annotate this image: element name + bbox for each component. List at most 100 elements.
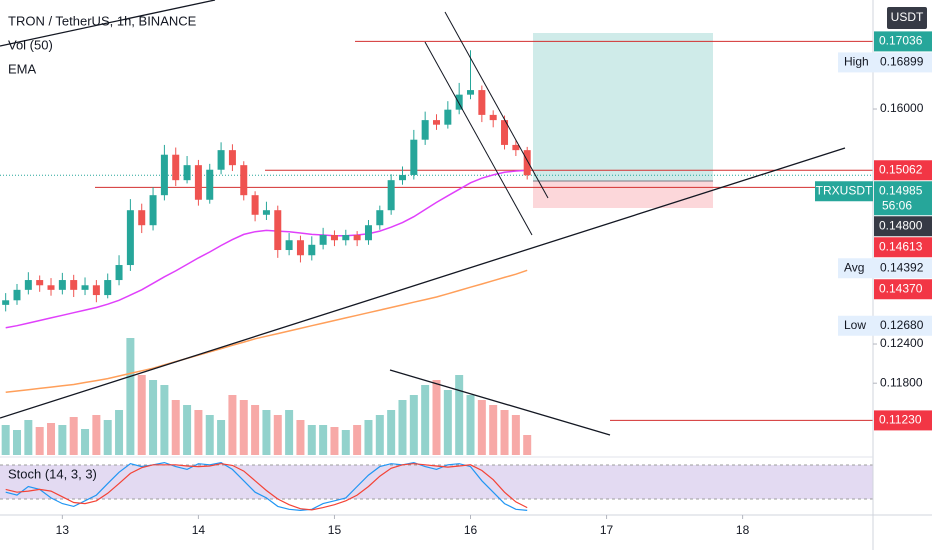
y-tick-label: 0.11800 xyxy=(880,375,923,389)
volume-bar xyxy=(239,400,248,455)
volume-bar xyxy=(92,415,101,455)
price-badge xyxy=(874,237,932,258)
candle-body xyxy=(433,120,440,125)
volume-bar xyxy=(47,423,56,455)
candle-body xyxy=(398,174,406,181)
volume-bar xyxy=(183,405,192,455)
volume-bar xyxy=(341,430,350,455)
candle-body xyxy=(342,235,350,241)
volume-bar xyxy=(115,410,124,455)
candle-body xyxy=(274,210,282,251)
volume-bar xyxy=(353,425,362,455)
volume-bar xyxy=(273,415,282,455)
candle-body xyxy=(172,154,180,181)
stat-value: 0.14392 xyxy=(880,260,924,274)
x-tick-label: 16 xyxy=(464,523,478,537)
volume-bar xyxy=(387,410,396,455)
volume-bar xyxy=(307,425,316,455)
y-tick-label: 0.16000 xyxy=(880,101,924,115)
candle-body xyxy=(149,195,157,226)
candle-body xyxy=(296,240,304,256)
volume-trendline xyxy=(389,369,611,436)
x-tick-label: 13 xyxy=(56,523,70,537)
candle-body xyxy=(444,109,452,125)
volume-bar xyxy=(251,405,260,455)
volume-bar xyxy=(126,338,135,455)
candle-body xyxy=(81,285,89,290)
candle-body xyxy=(58,280,66,290)
volume-bar xyxy=(466,395,475,455)
candle-body xyxy=(262,210,270,215)
x-tick-label: 17 xyxy=(600,523,614,537)
candle-body xyxy=(240,165,248,196)
volume-bar xyxy=(137,375,146,455)
volume-bar xyxy=(511,415,520,455)
last-price-badge xyxy=(874,181,932,216)
volume-bar xyxy=(1,425,10,455)
oscillator-title: Stoch (14, 3, 3) xyxy=(8,466,97,481)
volume-bar xyxy=(477,400,486,455)
volume-bar xyxy=(364,420,373,455)
volume-bar xyxy=(217,420,226,455)
candle-body xyxy=(285,240,293,251)
candle-body xyxy=(467,90,475,95)
stoch-line xyxy=(5,461,528,512)
candle-body xyxy=(13,289,21,301)
stat-badge xyxy=(838,315,932,336)
channel-line xyxy=(424,41,533,236)
candle-body xyxy=(24,280,32,290)
series-layer xyxy=(0,40,873,512)
volume-bar xyxy=(285,410,294,455)
stat-value: 0.12680 xyxy=(880,318,924,332)
axis-layer: 13 14 15 16 17 18 0.16000 0.12400 0.11800 0.17036… xyxy=(56,31,932,537)
price-badge-label: 0.14613 xyxy=(879,239,923,253)
candle-body xyxy=(160,154,168,196)
candle-body xyxy=(353,235,361,241)
currency-badge xyxy=(887,7,927,29)
volume-bar xyxy=(375,415,384,455)
price-badge xyxy=(874,279,932,300)
candle-body xyxy=(138,210,146,226)
indicator-label: Vol (50) xyxy=(8,37,53,52)
candle-body xyxy=(455,94,463,110)
price-badge-label: 0.17036 xyxy=(879,34,923,48)
volume-bar xyxy=(69,417,78,455)
candle-body xyxy=(501,120,509,145)
x-tick-label: 14 xyxy=(192,523,206,537)
volume-bar xyxy=(455,375,464,455)
volume-bar xyxy=(58,425,67,455)
price-badge-label: 0.14370 xyxy=(879,281,923,295)
candle-body xyxy=(421,120,429,140)
candle-body xyxy=(115,265,123,281)
volume-bar xyxy=(489,405,498,455)
stop-zone xyxy=(533,181,713,208)
candle-body xyxy=(387,180,395,211)
channel-line xyxy=(444,11,549,199)
candle-body xyxy=(478,90,486,115)
volume-bar xyxy=(35,427,44,455)
volume-bar xyxy=(500,410,509,455)
volume-bar xyxy=(160,385,169,455)
candle-body xyxy=(410,139,418,175)
volume-bar xyxy=(13,430,22,455)
ema-line xyxy=(5,169,528,329)
volume-bar xyxy=(523,435,532,455)
symbol: TRXUSDT xyxy=(816,183,873,197)
volume-bar xyxy=(443,390,452,455)
price-badge xyxy=(874,160,932,181)
volume-bar xyxy=(103,420,112,455)
volume-bar xyxy=(398,400,407,455)
candle-body xyxy=(92,285,100,296)
candle-body xyxy=(228,150,236,166)
volume-bar xyxy=(262,410,271,455)
price-badge xyxy=(874,216,932,237)
volume-bar xyxy=(228,395,237,455)
volume-bar xyxy=(24,420,33,455)
stoch-band xyxy=(0,465,873,499)
volume-bar xyxy=(409,395,418,455)
ema-line xyxy=(5,269,528,394)
back-layer xyxy=(0,33,873,500)
candle-body xyxy=(330,235,338,241)
x-tick-label: 15 xyxy=(328,523,342,537)
